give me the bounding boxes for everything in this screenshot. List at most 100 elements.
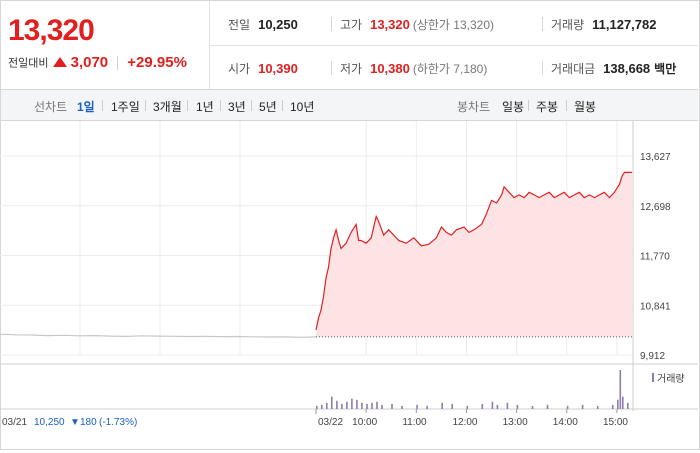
- volume-bar: [381, 404, 383, 409]
- prev-change-pct: (-1.73%): [99, 417, 137, 428]
- volume-bar: [371, 402, 373, 409]
- volume-bar: [619, 370, 622, 409]
- volume-bar: [516, 404, 519, 409]
- volume-bar: [596, 405, 599, 409]
- period-3m[interactable]: 3개월: [153, 100, 182, 114]
- period-10y[interactable]: 10년: [290, 100, 315, 114]
- stat-label: 고가: [340, 18, 363, 32]
- volume-bar: [581, 404, 584, 409]
- today-area: [316, 172, 632, 337]
- period-1w[interactable]: 1주일: [111, 100, 140, 114]
- divider: [210, 45, 698, 46]
- x-today-date: 03/22: [318, 417, 343, 428]
- volume-bar: [346, 401, 348, 409]
- volume-bar: [356, 399, 358, 409]
- x-prev-date: 03/21: [2, 417, 27, 428]
- x-tick-label: 15:00: [603, 417, 628, 428]
- price-chart: 13,627 12,698 11,770 10,841 9,912 거래량 03/21 10,…: [0, 121, 698, 428]
- stat-label: 저가: [340, 62, 363, 76]
- y-tick-label: 10,841: [640, 301, 671, 312]
- today-line: [315, 171, 632, 331]
- volume-bar: [451, 403, 453, 409]
- y-tick-label: 11,770: [640, 252, 670, 263]
- volume-bar: [336, 400, 338, 409]
- stat-turnover: 거래대금 138,668 백만: [551, 60, 676, 77]
- candle-daily[interactable]: 일봉: [502, 100, 525, 114]
- volume-bar: [391, 403, 393, 409]
- stat-label: 거래대금: [551, 62, 596, 76]
- volume-bar: [622, 396, 624, 409]
- stat-label: 거래량: [551, 18, 585, 32]
- volume-bar: [401, 405, 403, 409]
- volume-bar: [466, 405, 469, 409]
- prev-change-label: 180: [80, 417, 97, 428]
- divider: [117, 55, 119, 70]
- x-tick-label: 12:00: [452, 417, 477, 428]
- volume-bar: [531, 405, 534, 409]
- stat-unit: 백만: [654, 62, 677, 76]
- divider: [145, 100, 146, 111]
- stat-value: 10,390: [258, 61, 298, 76]
- divider: [542, 17, 543, 31]
- volume-bar: [316, 405, 318, 409]
- price-box: 13,320 전일대비 3,070 +29.95%: [1, 1, 210, 89]
- period-5y[interactable]: 5년: [259, 100, 277, 114]
- volume-bar: [366, 403, 368, 409]
- candle-chart-label: 봉차트: [457, 100, 491, 114]
- divider: [220, 100, 221, 111]
- period-3y[interactable]: 3년: [228, 100, 246, 114]
- y-tick-label: 12,698: [640, 202, 671, 213]
- volume-bar: [416, 404, 418, 409]
- y-tick-label: 13,627: [640, 152, 671, 163]
- volume-bar: [341, 403, 343, 409]
- change-label: 전일대비: [8, 57, 49, 70]
- volume-bar: [491, 401, 494, 409]
- stat-high: 고가 13,320 (상한가 13,320): [340, 16, 494, 33]
- prev-day-line: [0, 333, 317, 339]
- volume-bar: [326, 402, 328, 409]
- chart-toolbar: 선차트 1일 1주일 3개월 1년 3년 5년 10년 봉차트 일봉 주봉 월봉: [1, 90, 698, 121]
- change-row: 전일대비 3,070 +29.95%: [8, 54, 187, 71]
- chart-area: 13,627 12,698 11,770 10,841 9,912 거래량 03/21 10,…: [0, 121, 698, 448]
- line-chart-label: 선차트: [34, 100, 68, 114]
- volume-legend-label: 거래량: [657, 373, 685, 385]
- stat-low: 저가 10,380 (하한가 7,180): [340, 60, 487, 77]
- stat-prev-close: 전일 10,250: [228, 16, 298, 33]
- stat-volume: 거래량 11,127,782: [551, 16, 656, 33]
- stat-sub: (하한가 7,180): [412, 62, 488, 76]
- y-tick-label: 9,912: [640, 351, 665, 362]
- divider: [566, 100, 567, 111]
- divider: [331, 17, 332, 31]
- x-tick-label: 14:00: [553, 417, 578, 428]
- prev-close-label: 10,250: [34, 417, 65, 428]
- stat-open: 시가 10,390: [228, 60, 298, 77]
- volume-bar: [331, 396, 333, 409]
- stat-value: 10,250: [258, 17, 298, 32]
- volume-bar: [351, 398, 353, 409]
- divider: [528, 100, 529, 111]
- x-tick-label: 11:00: [402, 417, 427, 428]
- divider: [187, 100, 188, 111]
- stats-grid: 전일 10,250 고가 13,320 (상한가 13,320) 거래량 11,127,…: [210, 1, 698, 89]
- candle-weekly[interactable]: 주봉: [536, 100, 559, 114]
- stat-label: 전일: [228, 18, 251, 32]
- stat-value: 138,668: [603, 61, 651, 76]
- divider: [331, 61, 332, 75]
- period-1d[interactable]: 1일: [77, 100, 95, 114]
- volume-bar: [426, 405, 428, 409]
- volume-bar: [441, 402, 443, 409]
- volume-bar: [376, 401, 378, 409]
- stat-label: 시가: [228, 62, 251, 76]
- change-percent: +29.95%: [127, 54, 187, 71]
- stat-value: 10,380: [370, 61, 410, 76]
- x-tick-label: 10:00: [352, 417, 377, 428]
- volume-bar: [627, 402, 629, 409]
- divider: [102, 100, 103, 111]
- down-arrow-icon: ▼: [70, 417, 80, 428]
- volume-bar: [496, 404, 499, 409]
- volume-bar: [546, 404, 549, 409]
- change-value: 3,070: [70, 54, 109, 71]
- volume-bar: [611, 404, 614, 409]
- candle-monthly[interactable]: 월봉: [574, 100, 597, 114]
- period-1y[interactable]: 1년: [196, 100, 214, 114]
